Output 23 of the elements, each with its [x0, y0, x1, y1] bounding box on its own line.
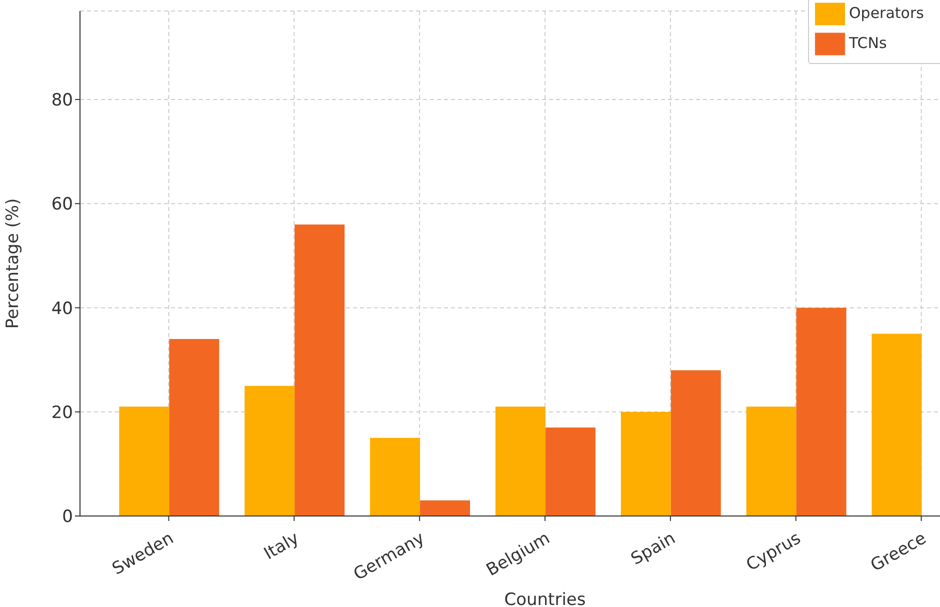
- bar: [169, 338, 220, 516]
- bar: [294, 224, 345, 516]
- bar: [420, 500, 470, 516]
- bar: [119, 406, 170, 516]
- bar: [545, 427, 596, 516]
- legend-label: Operators: [849, 4, 924, 22]
- y-tick-label: 80: [51, 90, 73, 111]
- y-tick-label: 0: [62, 507, 73, 528]
- bar: [746, 406, 796, 516]
- bar: [370, 438, 420, 516]
- y-tick-label: 60: [51, 194, 73, 215]
- bar: [670, 370, 721, 516]
- bar: [620, 412, 671, 516]
- bar: [495, 406, 546, 516]
- y-tick-label: 40: [51, 298, 73, 319]
- x-axis-title: Countries: [504, 590, 586, 607]
- bar: [872, 334, 922, 516]
- legend-label: TCNs: [849, 34, 887, 52]
- bar: [796, 308, 846, 516]
- y-tick-label: 20: [51, 402, 73, 423]
- bar: [244, 386, 295, 516]
- y-axis-title: Percentage (%): [3, 198, 24, 329]
- x-tick-label: Italy: [260, 528, 303, 564]
